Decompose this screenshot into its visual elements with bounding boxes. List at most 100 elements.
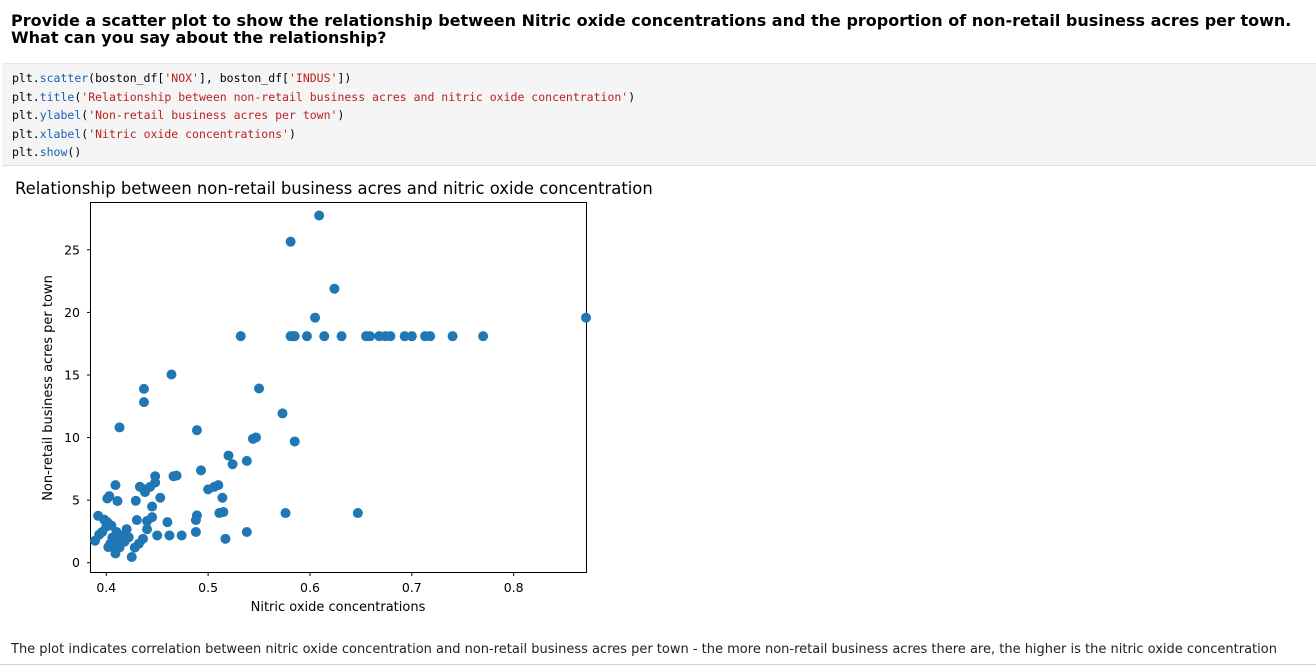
scatter-point: [110, 480, 121, 491]
code-token: plt.: [12, 108, 40, 122]
code-token: 'Nitric oxide concentrations': [88, 126, 289, 141]
scatter-point: [289, 436, 300, 447]
y-tick-label: 25: [64, 242, 80, 257]
scatter-point: [126, 551, 137, 562]
scatter-point: [155, 492, 166, 503]
code-token: ): [288, 126, 296, 141]
scatter-point: [365, 331, 376, 342]
question-text: Provide a scatter plot to show the relat…: [11, 11, 1292, 47]
cell-output: Relationship between non-retail business…: [0, 172, 700, 615]
y-tick-label: 15: [64, 367, 80, 382]
scatter-point: [112, 496, 123, 507]
scatter-point: [581, 312, 591, 323]
scatter-point: [217, 492, 228, 503]
scatter-point: [310, 312, 321, 323]
scatter-point: [152, 530, 163, 541]
scatter-point: [97, 526, 108, 537]
scatter-point: [385, 331, 396, 342]
code-cell[interactable]: plt.scatter(boston_df['NOX'], boston_df[…: [2, 63, 1316, 166]
x-tick-label: 0.5: [198, 580, 218, 595]
code-line: plt.xlabel('Nitric oxide concentrations'…: [12, 127, 296, 141]
scatter-point: [102, 493, 113, 504]
cell-divider: [0, 664, 1316, 665]
scatter-point: [114, 422, 125, 433]
scatter-point: [214, 508, 225, 519]
code-token: (: [81, 126, 89, 141]
code-line: plt.ylabel('Non-retail business acres pe…: [12, 108, 344, 122]
code-token: xlabel: [39, 126, 82, 141]
code-token: (boston_df[: [88, 71, 165, 85]
scatter-point: [447, 331, 458, 342]
code-token: ], boston_df[: [198, 71, 289, 85]
scatter-points: [90, 210, 591, 562]
code-token: plt.: [12, 89, 40, 104]
code-token: (: [81, 108, 89, 122]
code-line: plt.scatter(boston_df['NOX'], boston_df[…: [12, 71, 351, 85]
scatter-point: [147, 512, 158, 523]
scatter-point: [190, 515, 201, 526]
code-token: ): [337, 108, 345, 122]
code-token: 'INDUS': [288, 71, 338, 85]
y-tick-label: 10: [64, 430, 80, 445]
scatter-point: [171, 470, 182, 481]
scatter-point: [425, 331, 436, 342]
code-token: ): [628, 89, 636, 104]
x-axis-label: Nitric oxide concentrations: [251, 600, 426, 612]
scatter-point: [329, 283, 340, 294]
scatter-point: [235, 331, 246, 342]
code-line: plt.show(): [12, 145, 81, 159]
scatter-point: [142, 524, 153, 535]
scatter-point: [285, 236, 296, 247]
scatter-point: [406, 331, 417, 342]
scatter-point: [138, 484, 149, 495]
code-token: (): [67, 145, 82, 159]
scatter-point: [137, 533, 148, 544]
scatter-point: [319, 331, 330, 342]
scatter-point: [251, 432, 261, 443]
code-token: ylabel: [39, 108, 82, 122]
y-tick-label: 20: [64, 305, 80, 320]
x-tick-label: 0.6: [300, 580, 320, 595]
scatter-point: [254, 383, 265, 394]
code-token: (: [74, 89, 82, 104]
scatter-point: [277, 408, 288, 419]
code-token: 'Non-retail business acres per town': [88, 108, 338, 122]
x-tick-label: 0.4: [96, 580, 116, 595]
x-tick-label: 0.7: [402, 580, 422, 595]
scatter-point: [220, 533, 231, 544]
y-tick-label: 0: [72, 555, 80, 570]
scatter-point: [196, 465, 206, 476]
code-token: 'Relationship between non-retail busines…: [81, 89, 629, 104]
scatter-point: [164, 530, 175, 541]
code-token: plt.: [12, 145, 40, 159]
scatter-point: [314, 210, 325, 221]
scatter-point: [336, 331, 347, 342]
scatter-point: [162, 517, 173, 528]
scatter-point: [352, 508, 363, 519]
scatter-point: [131, 515, 142, 526]
x-tick-label: 0.8: [504, 580, 524, 595]
code-token: plt.: [12, 71, 40, 85]
y-tick-label: 5: [72, 493, 80, 508]
code-line: plt.title('Relationship between non-reta…: [12, 90, 635, 104]
code-token: plt.: [12, 126, 40, 141]
code-token: 'NOX': [164, 71, 199, 85]
y-axis-label: Non-retail business acres per town: [41, 275, 56, 501]
plot-area-frame: [90, 202, 587, 573]
scatter-chart: Relationship between non-retail business…: [15, 179, 653, 615]
scatter-point: [191, 425, 202, 436]
scatter-point: [213, 480, 224, 491]
code-token: title: [39, 89, 75, 104]
scatter-point: [280, 508, 291, 519]
scatter-point: [241, 526, 252, 537]
axis-ticks: 0.4 0.5 0.6 0.7 0.8 0 5 10 15 20 25: [64, 242, 524, 595]
scatter-point: [223, 450, 234, 461]
code-token: ]): [337, 71, 352, 85]
scatter-point: [147, 501, 158, 512]
chart-title: Relationship between non-retail business…: [15, 179, 653, 198]
code-token: scatter: [39, 71, 89, 85]
scatter-point: [176, 530, 187, 541]
scatter-point: [478, 331, 489, 342]
scatter-point: [130, 495, 141, 506]
scatter-point: [241, 455, 252, 466]
